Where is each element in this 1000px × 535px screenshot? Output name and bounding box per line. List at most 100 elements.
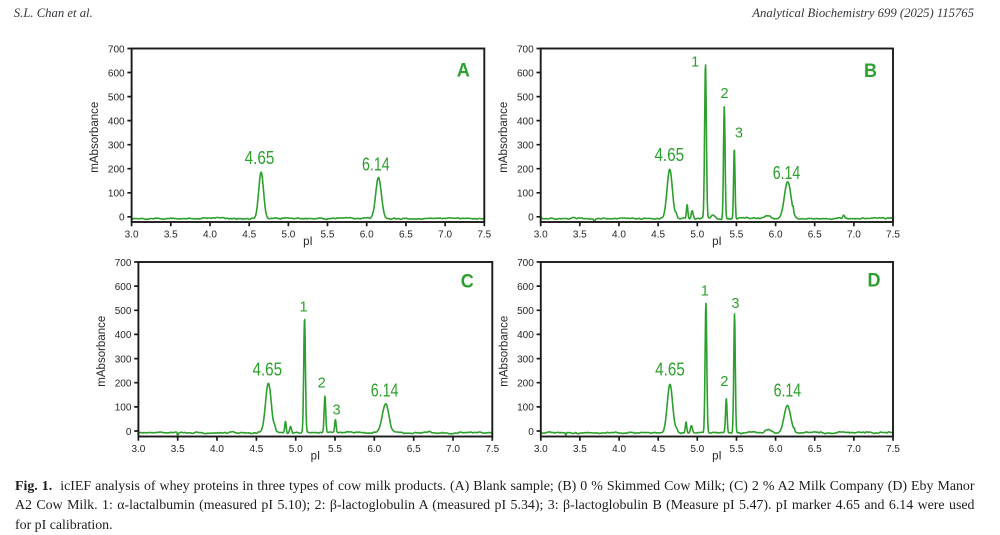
svg-text:7.0: 7.0: [438, 229, 452, 240]
svg-text:4.0: 4.0: [203, 229, 217, 240]
svg-text:pI: pI: [303, 236, 313, 248]
svg-text:700: 700: [115, 258, 132, 269]
svg-text:300: 300: [517, 354, 534, 365]
svg-text:1: 1: [701, 284, 709, 300]
svg-text:pI: pI: [311, 451, 321, 463]
svg-text:3.5: 3.5: [171, 444, 185, 455]
svg-text:D: D: [868, 270, 881, 291]
svg-text:7.5: 7.5: [886, 229, 900, 240]
svg-text:0: 0: [126, 427, 132, 438]
svg-text:mAbsorbance: mAbsorbance: [96, 316, 108, 387]
svg-text:2: 2: [720, 374, 728, 390]
svg-text:4.5: 4.5: [651, 229, 665, 240]
svg-text:600: 600: [115, 282, 132, 293]
svg-text:5.0: 5.0: [690, 444, 704, 455]
svg-text:B: B: [864, 61, 877, 82]
svg-text:3: 3: [735, 126, 743, 142]
svg-text:7.5: 7.5: [485, 444, 499, 455]
svg-text:100: 100: [108, 189, 125, 200]
svg-text:5.5: 5.5: [729, 229, 743, 240]
svg-text:mAbsorbance: mAbsorbance: [89, 102, 101, 173]
svg-text:600: 600: [517, 282, 534, 293]
svg-text:2: 2: [318, 376, 326, 392]
svg-text:pI: pI: [712, 451, 722, 463]
svg-text:6.5: 6.5: [399, 229, 413, 240]
svg-text:3.0: 3.0: [131, 444, 145, 455]
svg-text:3: 3: [731, 296, 739, 312]
svg-text:5.5: 5.5: [321, 229, 335, 240]
svg-text:0: 0: [119, 213, 125, 224]
svg-text:200: 200: [115, 379, 132, 390]
svg-text:A: A: [457, 60, 470, 81]
svg-text:7.0: 7.0: [446, 444, 460, 455]
svg-text:3.0: 3.0: [534, 229, 548, 240]
svg-text:6.0: 6.0: [769, 229, 783, 240]
svg-text:7.5: 7.5: [886, 444, 900, 455]
svg-text:5.5: 5.5: [328, 444, 342, 455]
svg-text:300: 300: [115, 354, 132, 365]
svg-text:200: 200: [517, 379, 534, 390]
svg-text:3.5: 3.5: [573, 229, 587, 240]
svg-text:3.0: 3.0: [534, 444, 548, 455]
svg-text:1: 1: [691, 55, 699, 71]
svg-text:5.0: 5.0: [281, 229, 295, 240]
svg-text:4.5: 4.5: [242, 229, 256, 240]
svg-text:2: 2: [721, 86, 729, 102]
svg-text:4.65: 4.65: [245, 148, 275, 168]
svg-text:700: 700: [517, 258, 534, 269]
svg-text:100: 100: [517, 189, 534, 200]
svg-text:7.0: 7.0: [847, 444, 861, 455]
svg-text:5.0: 5.0: [690, 229, 704, 240]
svg-text:100: 100: [115, 403, 132, 414]
svg-text:4.65: 4.65: [252, 360, 282, 380]
svg-text:4.5: 4.5: [249, 444, 263, 455]
svg-text:6.0: 6.0: [769, 444, 783, 455]
svg-text:6.0: 6.0: [360, 229, 374, 240]
svg-text:500: 500: [108, 92, 125, 103]
svg-text:500: 500: [517, 92, 534, 103]
svg-text:600: 600: [517, 68, 534, 79]
svg-text:7.0: 7.0: [847, 229, 861, 240]
svg-text:7.5: 7.5: [477, 229, 491, 240]
svg-text:5.0: 5.0: [289, 444, 303, 455]
svg-text:4.5: 4.5: [651, 444, 665, 455]
svg-text:4.0: 4.0: [612, 229, 626, 240]
svg-text:500: 500: [517, 306, 534, 317]
svg-text:600: 600: [108, 68, 125, 79]
svg-text:3.5: 3.5: [573, 444, 587, 455]
svg-text:3.0: 3.0: [125, 229, 139, 240]
svg-text:700: 700: [517, 44, 534, 55]
svg-text:400: 400: [108, 116, 125, 127]
svg-text:C: C: [461, 271, 474, 292]
svg-text:6.5: 6.5: [808, 229, 822, 240]
svg-text:400: 400: [115, 330, 132, 341]
svg-text:3: 3: [333, 403, 341, 419]
svg-text:4.65: 4.65: [654, 145, 684, 165]
svg-text:400: 400: [517, 330, 534, 341]
svg-text:300: 300: [108, 141, 125, 152]
svg-text:3.5: 3.5: [164, 229, 178, 240]
svg-text:5.5: 5.5: [730, 444, 744, 455]
svg-text:500: 500: [115, 306, 132, 317]
svg-text:pI: pI: [712, 236, 722, 248]
svg-text:6.14: 6.14: [773, 163, 801, 183]
svg-text:0: 0: [528, 213, 534, 224]
svg-text:6.14: 6.14: [371, 381, 399, 401]
svg-text:200: 200: [517, 165, 534, 176]
svg-text:mAbsorbance: mAbsorbance: [498, 102, 510, 173]
svg-text:4.0: 4.0: [612, 444, 626, 455]
svg-text:6.0: 6.0: [367, 444, 381, 455]
svg-text:4.65: 4.65: [655, 360, 685, 380]
svg-text:200: 200: [108, 165, 125, 176]
svg-text:1: 1: [300, 300, 308, 316]
svg-text:6.5: 6.5: [407, 444, 421, 455]
svg-text:4.0: 4.0: [210, 444, 224, 455]
svg-text:6.14: 6.14: [774, 381, 802, 401]
svg-text:400: 400: [517, 116, 534, 127]
svg-text:mAbsorbance: mAbsorbance: [498, 316, 510, 387]
svg-text:6.14: 6.14: [362, 155, 390, 175]
svg-text:0: 0: [528, 427, 534, 438]
svg-text:6.5: 6.5: [808, 444, 822, 455]
svg-text:300: 300: [517, 141, 534, 152]
svg-text:700: 700: [108, 44, 125, 55]
